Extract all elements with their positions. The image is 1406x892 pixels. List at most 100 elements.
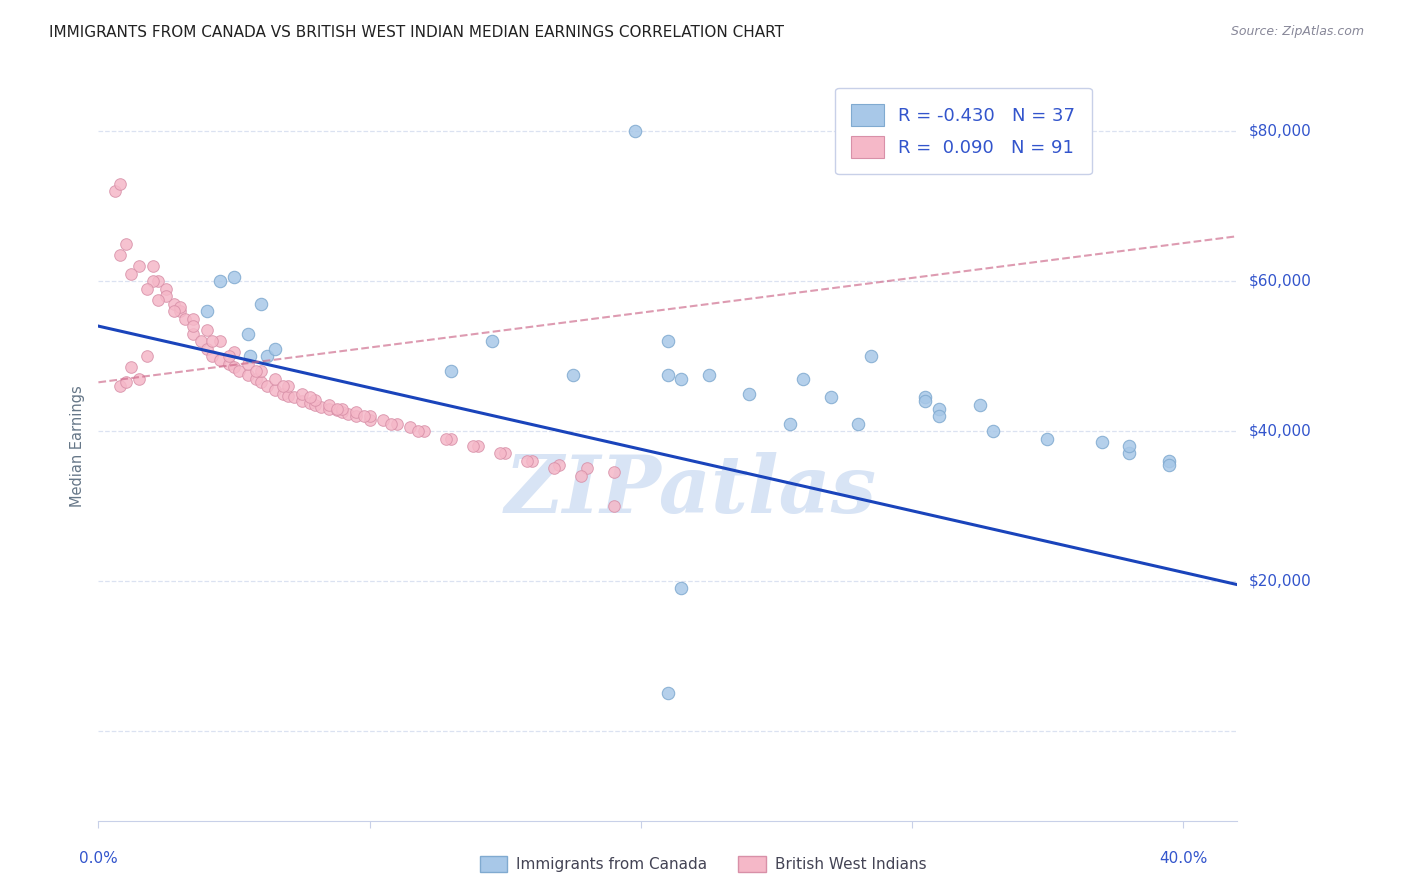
Point	[304, 398, 326, 412]
Point	[467, 439, 489, 453]
Point	[434, 432, 457, 446]
Legend: R = -0.430   N = 37, R =  0.090   N = 91: R = -0.430 N = 37, R = 0.090 N = 91	[835, 88, 1091, 174]
Point	[239, 349, 262, 363]
Point	[738, 386, 761, 401]
Point	[412, 424, 434, 438]
Point	[657, 334, 679, 348]
Point	[304, 392, 326, 407]
Point	[195, 304, 218, 318]
Point	[277, 389, 299, 403]
Text: IMMIGRANTS FROM CANADA VS BRITISH WEST INDIAN MEDIAN EARNINGS CORRELATION CHART: IMMIGRANTS FROM CANADA VS BRITISH WEST I…	[49, 25, 785, 40]
Point	[326, 403, 349, 417]
Point	[624, 124, 647, 138]
Point	[981, 424, 1004, 438]
Point	[209, 274, 232, 288]
Point	[190, 334, 212, 348]
Point	[222, 345, 245, 359]
Point	[326, 401, 349, 416]
Point	[291, 386, 314, 401]
Point	[183, 326, 205, 341]
Text: $40,000: $40,000	[1249, 424, 1312, 439]
Point	[250, 376, 273, 390]
Point	[155, 289, 177, 303]
Point	[371, 413, 394, 427]
Point	[114, 236, 136, 251]
Point	[136, 282, 159, 296]
Point	[522, 454, 544, 468]
Point	[408, 424, 430, 438]
Point	[209, 334, 232, 348]
Point	[228, 364, 250, 378]
Point	[1118, 446, 1140, 460]
Point	[104, 184, 127, 198]
Point	[697, 368, 720, 382]
Point	[792, 371, 814, 385]
Point	[245, 364, 267, 378]
Point	[543, 461, 565, 475]
Point	[146, 274, 169, 288]
Point	[183, 311, 205, 326]
Text: $60,000: $60,000	[1249, 274, 1312, 289]
Text: ZIPatlas: ZIPatlas	[505, 452, 877, 530]
Point	[860, 349, 883, 363]
Y-axis label: Median Earnings: Median Earnings	[70, 385, 86, 507]
Point	[569, 469, 592, 483]
Point	[169, 304, 191, 318]
Point	[298, 390, 321, 404]
Point	[318, 401, 340, 416]
Text: Source: ZipAtlas.com: Source: ZipAtlas.com	[1230, 25, 1364, 38]
Point	[380, 417, 402, 431]
Point	[283, 390, 305, 404]
Point	[271, 386, 294, 401]
Point	[142, 274, 165, 288]
Point	[201, 349, 224, 363]
Point	[277, 379, 299, 393]
Point	[136, 349, 159, 363]
Point	[163, 296, 186, 310]
Point	[142, 259, 165, 273]
Point	[671, 582, 693, 596]
Point	[1159, 458, 1181, 472]
Point	[250, 364, 273, 378]
Point	[562, 368, 585, 382]
Point	[120, 360, 142, 375]
Point	[163, 304, 186, 318]
Point	[250, 296, 273, 310]
Point	[440, 432, 463, 446]
Point	[309, 400, 332, 414]
Point	[548, 458, 571, 472]
Point	[332, 405, 354, 419]
Point	[494, 446, 516, 460]
Point	[222, 270, 245, 285]
Point	[120, 267, 142, 281]
Text: 0.0%: 0.0%	[79, 851, 118, 866]
Point	[344, 405, 367, 419]
Point	[928, 401, 950, 416]
Point	[318, 398, 340, 412]
Point	[353, 409, 375, 423]
Point	[108, 379, 131, 393]
Legend: Immigrants from Canada, British West Indians: Immigrants from Canada, British West Ind…	[472, 848, 934, 880]
Point	[236, 357, 259, 371]
Text: $20,000: $20,000	[1249, 574, 1312, 589]
Point	[969, 398, 991, 412]
Point	[332, 401, 354, 416]
Point	[195, 342, 218, 356]
Point	[291, 394, 314, 409]
Point	[820, 390, 842, 404]
Point	[298, 395, 321, 409]
Point	[602, 465, 624, 479]
Point	[236, 326, 259, 341]
Point	[461, 439, 484, 453]
Point	[263, 371, 285, 385]
Point	[146, 293, 169, 307]
Point	[108, 177, 131, 191]
Point	[236, 368, 259, 382]
Point	[169, 301, 191, 315]
Point	[263, 342, 285, 356]
Point	[128, 371, 150, 385]
Point	[263, 383, 285, 397]
Point	[1159, 454, 1181, 468]
Point	[516, 454, 538, 468]
Point	[256, 349, 278, 363]
